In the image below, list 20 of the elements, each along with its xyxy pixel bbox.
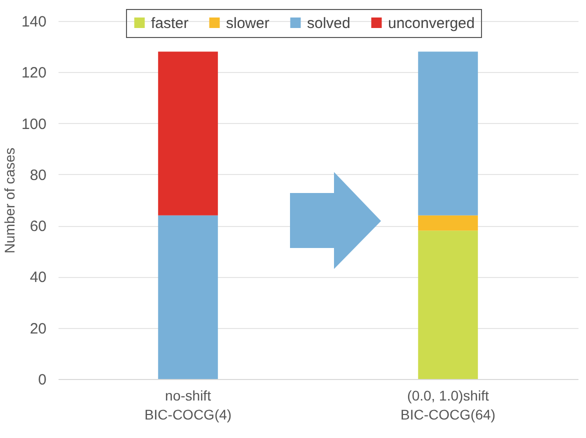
legend-label: solved xyxy=(307,14,350,32)
bar xyxy=(158,52,218,216)
bar xyxy=(418,52,478,216)
legend-label: slower xyxy=(226,14,270,32)
y-axis-title: Number of cases xyxy=(1,148,18,254)
bar xyxy=(418,230,478,379)
bar xyxy=(158,215,218,379)
y-tick-label: 40 xyxy=(30,269,46,286)
legend-label: faster xyxy=(151,14,189,32)
bar xyxy=(418,215,478,231)
x-tick-label: no-shift BIC-COCG(4) xyxy=(144,388,232,422)
y-tick-label: 100 xyxy=(21,116,46,133)
y-tick-label: 80 xyxy=(30,166,46,184)
legend-label: unconverged xyxy=(388,14,475,32)
x-tick-label: (0.0, 1.0)shift BIC-COCG(64) xyxy=(400,388,496,422)
y-tick-label: 120 xyxy=(21,64,46,82)
y-tick-label: 20 xyxy=(30,320,46,338)
y-tick-label: 0 xyxy=(38,372,46,388)
y-tick-label: 60 xyxy=(30,218,46,236)
y-tick-label: 140 xyxy=(21,14,46,30)
